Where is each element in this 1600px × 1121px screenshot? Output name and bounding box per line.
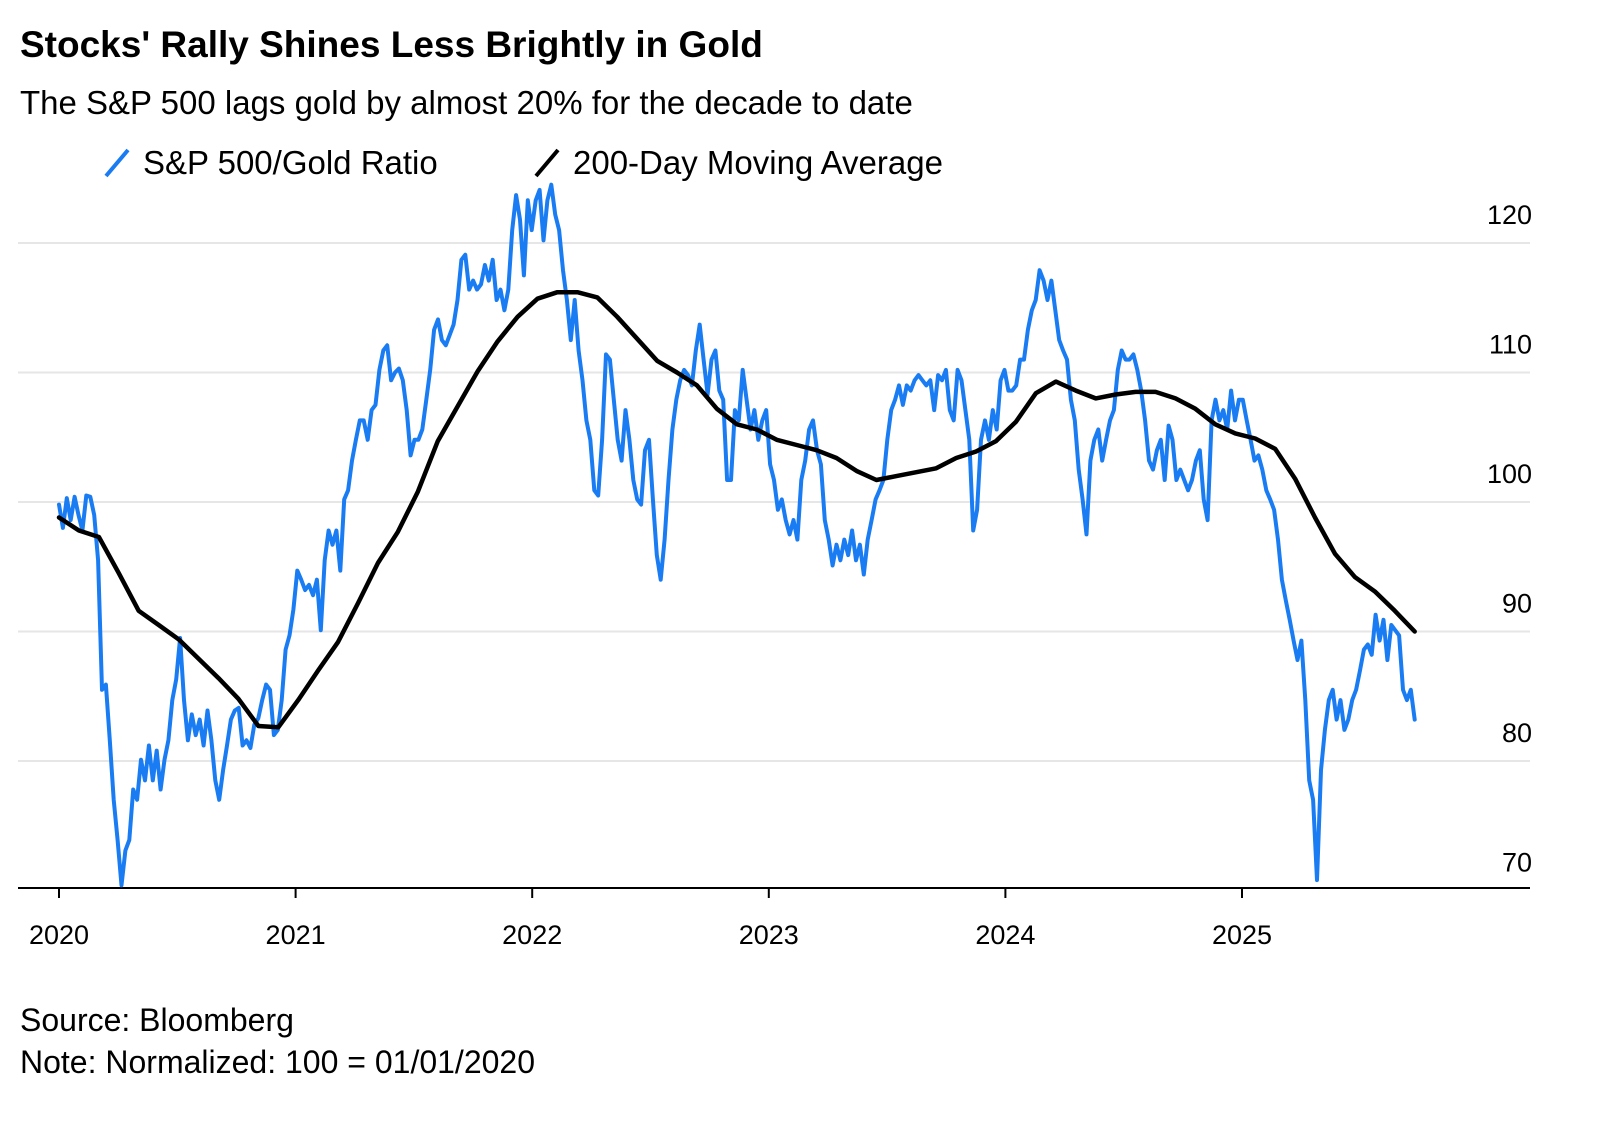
x-tick-label: 2020 [29,920,89,950]
legend-label-ratio: S&P 500/Gold Ratio [143,144,438,181]
series-lines [56,182,1417,888]
chart-title: Stocks' Rally Shines Less Brightly in Go… [20,24,763,65]
legend-swatch-ma [534,148,560,178]
series-line-sp500-gold-ratio [57,182,1417,888]
y-axis: 70 80 90 100 110 120 [1487,200,1532,878]
x-tick-label: 2021 [266,920,326,950]
gridlines [18,242,1530,889]
y-tick-label: 70 [1502,848,1532,878]
legend-swatch-ratio [104,148,130,178]
series-line-moving-average [56,289,1417,730]
legend-label-ma: 200-Day Moving Average [573,144,943,181]
y-tick-label: 100 [1487,459,1532,489]
normalization-note: Note: Normalized: 100 = 01/01/2020 [20,1044,535,1080]
y-tick-label: 110 [1489,330,1532,360]
x-axis: 2020 2021 2022 2023 2024 2025 [29,888,1272,950]
x-tick-label: 2024 [975,920,1035,950]
legend: S&P 500/Gold Ratio 200-Day Moving Averag… [104,144,943,181]
x-tick-label: 2022 [502,920,562,950]
source-note: Source: Bloomberg [20,1002,294,1038]
x-tick-label: 2023 [739,920,799,950]
x-tick-label: 2025 [1212,920,1272,950]
y-tick-label: 80 [1502,718,1532,748]
y-tick-label: 90 [1502,589,1532,619]
chart-subtitle: The S&P 500 lags gold by almost 20% for … [20,84,913,121]
y-tick-label: 120 [1487,200,1532,230]
